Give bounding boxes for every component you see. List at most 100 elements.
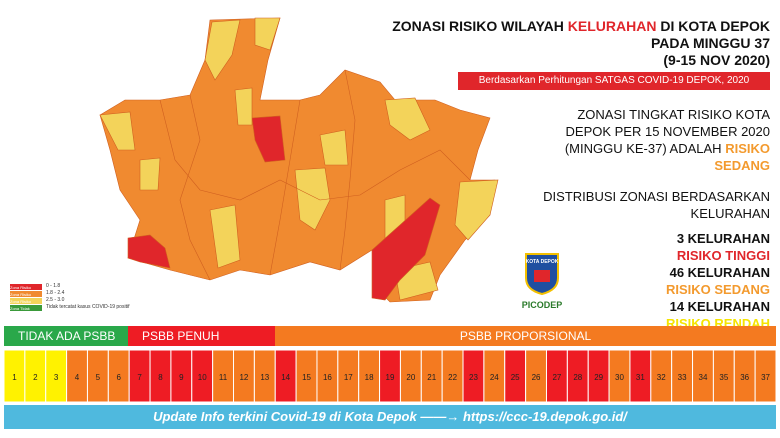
title-highlight: KELURAHAN — [567, 18, 657, 34]
week-label: 7 — [137, 373, 142, 382]
week-label: 26 — [532, 373, 541, 382]
week-label: 2 — [33, 373, 38, 382]
region — [371, 197, 441, 301]
legend-range: 2.5 - 3.0 — [46, 297, 65, 303]
week-label: 30 — [615, 373, 624, 382]
map — [99, 17, 499, 303]
source-banner: Berdasarkan Perhitungan SATGAS COVID-19 … — [458, 72, 770, 90]
distribution: DISTRIBUSI ZONASI BERDASARKAN KELURAHAN … — [540, 188, 770, 332]
week-label: 31 — [636, 373, 645, 382]
week-label: 16 — [323, 373, 332, 382]
legend-row: Zona Risiko Sedang 1.8 - 2.4 — [10, 290, 129, 304]
week-label: 36 — [740, 373, 749, 382]
distribution-level: RISIKO TINGGI — [676, 248, 770, 263]
section-header — [275, 326, 776, 346]
week-label: 25 — [511, 373, 520, 382]
region-border — [269, 99, 301, 276]
logo-text: KOTA DEPOK — [526, 259, 559, 265]
region — [204, 19, 241, 81]
region — [139, 157, 161, 191]
week-label: 18 — [365, 373, 374, 382]
distribution-count: 14 KELURAHAN — [669, 299, 770, 314]
week-label: 14 — [281, 373, 290, 382]
distribution-count: 46 KELURAHAN — [669, 265, 770, 280]
region — [251, 115, 286, 163]
region — [454, 179, 499, 241]
week-label: 33 — [678, 373, 687, 382]
footer[interactable]: Update Info terkini Covid-19 di Kota Dep… — [4, 405, 776, 429]
footer-text: Update Info terkini Covid-19 di Kota Dep… — [153, 409, 417, 424]
week-label: 13 — [260, 373, 269, 382]
title-line: PADA MINGGU 37 — [650, 35, 770, 51]
summary: ZONASI TINGKAT RISIKO KOTA DEPOK PER 15 … — [540, 106, 770, 174]
region — [127, 234, 171, 269]
week-label: 23 — [469, 373, 478, 382]
week-label: 10 — [198, 373, 207, 382]
week-label: 12 — [239, 373, 248, 382]
week-label: 6 — [117, 373, 122, 382]
week-label: 22 — [448, 373, 457, 382]
map-regions — [99, 17, 499, 303]
legend-swatch: Zona Risiko Sedang — [10, 290, 42, 304]
legend-row: Zona Risiko Tinggi 0 - 1.8 — [10, 283, 129, 297]
week-label: 4 — [75, 373, 80, 382]
week-label: 9 — [179, 373, 184, 382]
timeline: TIDAK ADA PSBB PSBB PENUH PSBB PROPORSIONA… — [3, 326, 777, 403]
week-label: 15 — [302, 373, 311, 382]
logo-emblem — [534, 270, 550, 282]
legend-swatch: Zona Risiko Rendah — [10, 297, 42, 311]
region — [254, 17, 281, 51]
week-label: 29 — [594, 373, 603, 382]
section-header — [128, 326, 275, 346]
week-label: 5 — [96, 373, 101, 382]
week-label: 8 — [158, 373, 163, 382]
legend-row: Zona Risiko Rendah 2.5 - 3.0 — [10, 297, 129, 311]
section-label: PSBB PROPORSIONAL — [460, 329, 592, 343]
region — [234, 87, 253, 126]
week-label: 24 — [490, 373, 499, 382]
week-cell — [754, 349, 777, 403]
summary-level: RISIKO SEDANG — [714, 141, 770, 173]
week-label: 19 — [386, 373, 395, 382]
section-label: PSBB PENUH — [142, 329, 219, 343]
brand: PICODEP — [521, 300, 563, 310]
title-text: ZONASI RISIKO WILAYAH — [392, 18, 568, 34]
legend-range: 1.8 - 2.4 — [46, 290, 65, 296]
week-label: 11 — [219, 373, 228, 382]
section-header — [4, 326, 128, 346]
legend-range: 0 - 1.8 — [46, 283, 61, 289]
legend-swatch: Zona Risiko Tinggi — [10, 283, 42, 297]
legend-swatch: Zona Tidak Terdampak — [10, 304, 42, 318]
title-text: DI KOTA DEPOK — [656, 18, 770, 34]
section-label: TIDAK ADA PSBB — [18, 329, 115, 343]
distribution-level: RISIKO SEDANG — [665, 282, 770, 297]
region-border — [339, 69, 356, 271]
region — [209, 204, 241, 269]
region — [384, 97, 431, 141]
region-border — [159, 99, 471, 201]
week-label: 17 — [344, 373, 353, 382]
region-border — [179, 94, 211, 281]
footer-url[interactable]: https://ccc-19.depok.go.id/ — [462, 409, 627, 424]
week-label: 20 — [406, 373, 415, 382]
region — [99, 111, 136, 151]
week-label: 3 — [54, 373, 59, 382]
title-line: (9-15 NOV 2020) — [663, 52, 770, 68]
week-label: 34 — [699, 373, 708, 382]
week-label: 1 — [12, 373, 17, 382]
week-label: 27 — [552, 373, 561, 382]
week-label: 21 — [427, 373, 436, 382]
region — [319, 129, 349, 166]
week-label: 32 — [657, 373, 666, 382]
logo: KOTA DEPOK — [525, 253, 559, 296]
week-label: 28 — [573, 373, 582, 382]
distribution-count: 3 KELURAHAN — [676, 231, 770, 246]
distribution-heading: DISTRIBUSI ZONASI BERDASARKAN KELURAHAN — [543, 189, 770, 221]
title: ZONASI RISIKO WILAYAH KELURAHAN DI KOTA … — [378, 18, 770, 69]
summary-text: ZONASI TINGKAT RISIKO KOTA DEPOK PER 15 … — [564, 107, 770, 156]
footer-arrow: ——→ — [420, 409, 460, 424]
week-label: 35 — [719, 373, 728, 382]
legend-row: Zona Tidak Terdampak Tidak tercatat kasus… — [10, 304, 129, 318]
